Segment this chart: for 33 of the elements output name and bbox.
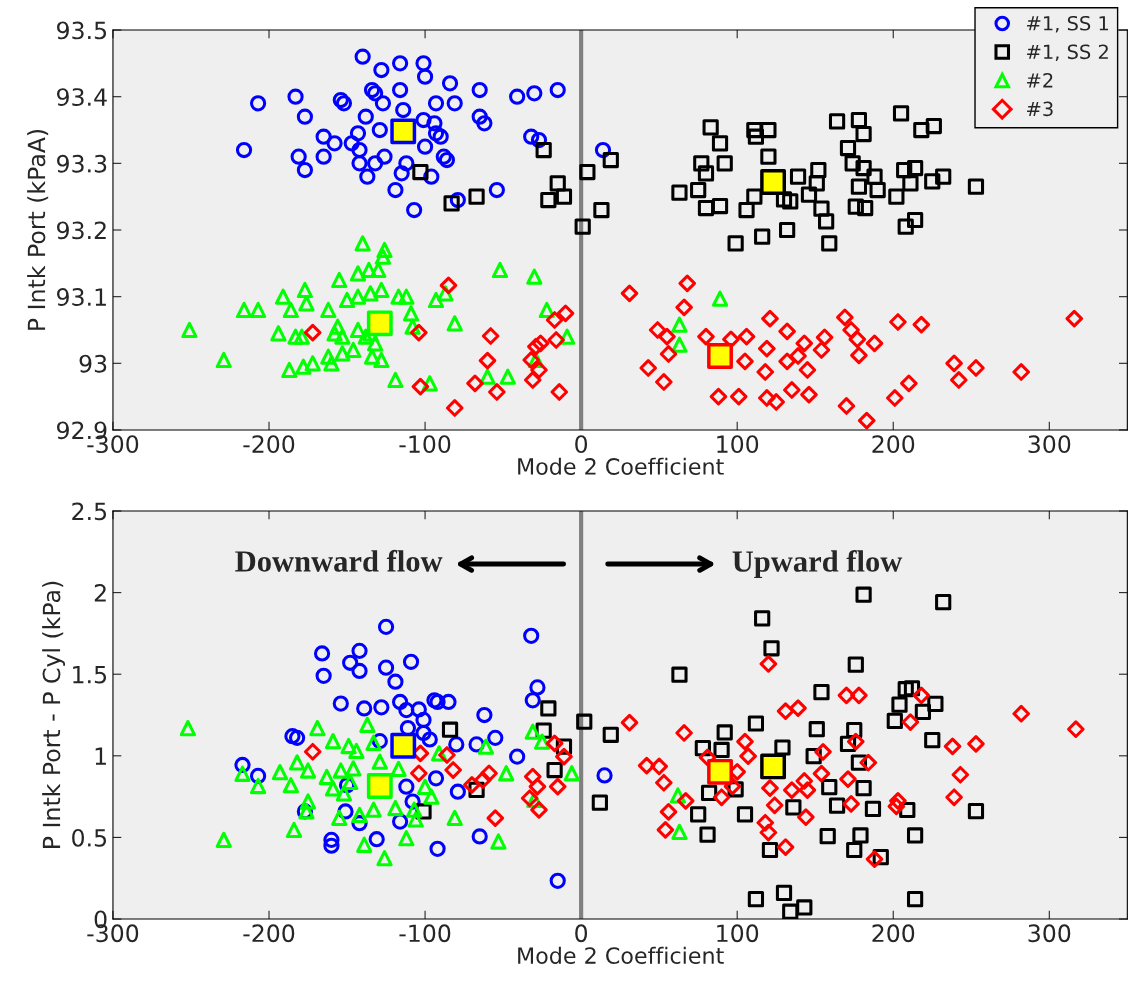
y-tick-label: 0.5 — [72, 828, 107, 847]
x-tick-label: -200 — [243, 435, 295, 454]
y-tick-label: 93.5 — [57, 21, 107, 40]
x-tick-label: 0 — [575, 924, 588, 943]
y-tick-label: 1 — [95, 747, 106, 765]
y-tick-label: 2.5 — [72, 502, 107, 521]
x-tick-label: -200 — [243, 924, 295, 943]
y-axis-title: P Intk Port (kPaA) — [27, 129, 49, 330]
y-tick-label: 2 — [94, 584, 106, 602]
legend-label: #1, SS 1 — [1027, 15, 1109, 33]
x-tick-label: 300 — [1028, 435, 1071, 454]
legend-label: #1, SS 2 — [1027, 44, 1108, 62]
legend-label: #2 — [1027, 72, 1053, 88]
x-tick-label: 0 — [575, 435, 588, 454]
legend-label: #3 — [1027, 101, 1053, 117]
x-tick-label: 200 — [872, 435, 915, 454]
x-tick-label: 300 — [1028, 924, 1071, 943]
x-tick-label: 200 — [872, 924, 915, 943]
y-tick-label: 93 — [79, 354, 107, 373]
y-axis-title: P Intk Port - P Cyl (kPa) — [42, 581, 65, 848]
y-tick-label: 1.5 — [73, 665, 107, 684]
y-tick-label: 93.3 — [57, 154, 107, 173]
x-axis-title: Mode 2 Coefficient — [518, 946, 724, 964]
annotation: Downward flow — [235, 549, 443, 572]
y-tick-label: 93.2 — [57, 221, 106, 240]
x-tick-label: -100 — [399, 435, 451, 454]
x-axis-title: Mode 2 Coefficient — [518, 457, 724, 475]
x-tick-label: 100 — [717, 924, 759, 943]
y-tick-label: 93.1 — [57, 288, 106, 306]
y-tick-label: 93.4 — [57, 88, 107, 106]
x-tick-label: -100 — [399, 924, 451, 943]
x-tick-label: 100 — [717, 435, 759, 454]
annotation: Upward flow — [732, 550, 903, 579]
